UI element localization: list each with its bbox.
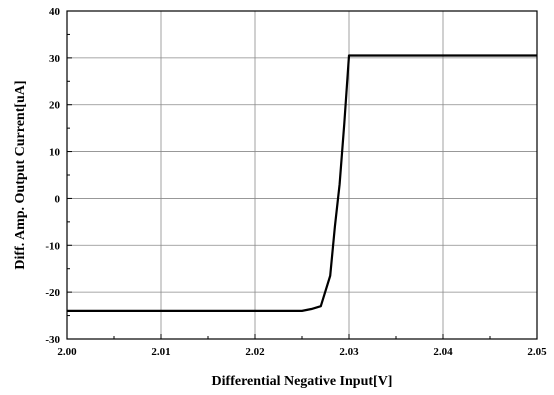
y-tick-label: 30 xyxy=(49,53,61,65)
y-axis-title: Diff. Amp. Output Current[uA] xyxy=(13,80,28,269)
x-tick-label: 2.05 xyxy=(527,346,547,358)
y-tick-label: -20 xyxy=(45,287,60,299)
y-tick-label: -30 xyxy=(45,334,60,346)
plot-frame xyxy=(66,10,538,340)
x-tick-label: 2.03 xyxy=(339,346,359,358)
x-axis-title: Differential Negative Input[V] xyxy=(212,374,393,389)
axis-ticks xyxy=(66,10,538,340)
y-tick-label: 20 xyxy=(49,100,61,112)
y-tick-label: 40 xyxy=(49,6,61,18)
y-tick-label: 10 xyxy=(49,147,61,159)
grid xyxy=(67,11,537,339)
y-tick-label: 0 xyxy=(55,193,61,205)
x-tick-label: 2.04 xyxy=(433,346,453,358)
y-tick-label: -10 xyxy=(45,240,60,252)
x-tick-label: 2.02 xyxy=(245,346,265,358)
series-line xyxy=(67,54,537,312)
series xyxy=(67,54,537,312)
x-tick-label: 2.01 xyxy=(151,346,170,358)
x-tick-labels: 2.00 2.01 2.02 2.03 2.04 2.05 xyxy=(57,346,547,358)
x-tick-label: 2.00 xyxy=(57,346,77,358)
y-tick-labels: -30 -20 -10 0 10 20 30 40 xyxy=(45,6,60,346)
